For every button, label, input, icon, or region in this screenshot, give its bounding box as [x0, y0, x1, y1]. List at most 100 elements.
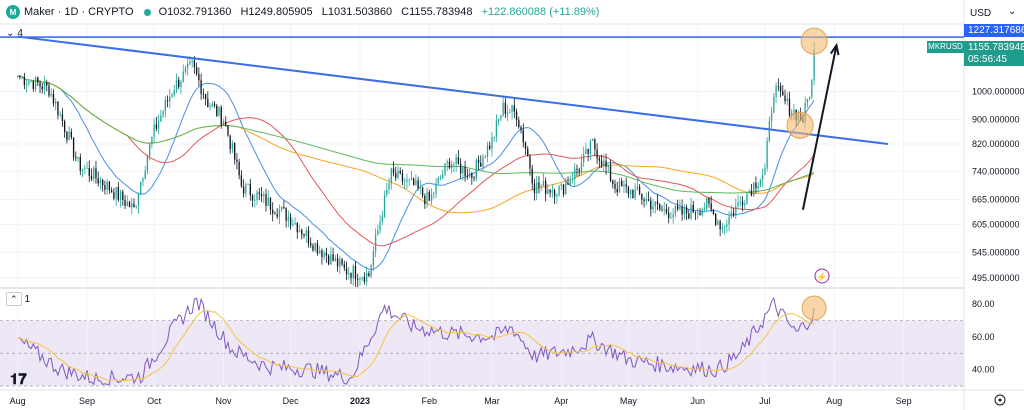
candle-body — [285, 208, 287, 221]
candle-body — [551, 190, 554, 193]
candle-body — [757, 185, 759, 189]
candle-body — [386, 189, 388, 195]
candle-body — [48, 85, 50, 96]
candle-body — [334, 258, 337, 261]
y-tick-label: 900.000000 — [972, 114, 1020, 124]
candle-body — [598, 158, 601, 161]
candle-body — [173, 90, 175, 95]
candle-body — [466, 175, 469, 177]
candle-body — [278, 209, 281, 217]
candle-body — [788, 98, 791, 116]
candle-body — [497, 118, 500, 121]
candle-body — [491, 137, 493, 149]
candle-body — [365, 273, 368, 282]
low-value: L1031.503860 — [321, 6, 393, 18]
candle-body — [755, 182, 757, 189]
candle-body — [303, 234, 305, 236]
high-value: H1249.805905 — [240, 6, 313, 18]
candle-body — [732, 212, 735, 216]
rsi-y-tick-label: 80.00 — [972, 299, 995, 309]
candle-body — [292, 224, 294, 226]
candle-body — [305, 230, 307, 236]
candle-body — [645, 199, 647, 202]
candle-body — [144, 170, 146, 179]
candle-body — [717, 221, 719, 225]
candle-body — [198, 73, 200, 81]
candle-body — [256, 192, 258, 200]
candle-body — [589, 140, 592, 154]
x-tick-label: Sep — [896, 396, 912, 406]
candle-body — [274, 213, 276, 215]
candle-body — [609, 165, 612, 181]
candle-body — [267, 197, 269, 206]
candle-body — [72, 137, 75, 158]
candle-body — [104, 185, 106, 190]
candle-body — [786, 98, 788, 102]
candle-body — [343, 264, 345, 268]
candle-body — [164, 100, 166, 112]
currency-selector[interactable]: USD — [970, 8, 992, 19]
candle-body — [184, 67, 187, 72]
rsi-count: 1 — [24, 293, 31, 305]
collapse-icon[interactable]: ⌃ — [6, 292, 22, 306]
candle-body — [392, 168, 395, 174]
tradingview-logo-icon[interactable]: 𝟏𝟕 — [10, 371, 27, 388]
candle-body — [191, 60, 193, 62]
candle-body — [453, 164, 455, 165]
candle-body — [699, 212, 701, 216]
candle-body — [477, 159, 480, 163]
candle-body — [482, 157, 484, 167]
maker-logo-icon: M — [6, 5, 20, 19]
candle-body — [57, 101, 59, 116]
candle-body — [439, 178, 442, 179]
candle-body — [135, 205, 137, 208]
candle-body — [99, 180, 102, 184]
candle-body — [808, 97, 811, 99]
candle-body — [605, 160, 607, 168]
currency-chevron-icon[interactable]: ⌄ — [1008, 6, 1017, 17]
candle-body — [108, 181, 111, 191]
candle-body — [486, 145, 489, 157]
candle-body — [374, 234, 377, 252]
candle-body — [272, 209, 274, 214]
candle-body — [616, 188, 618, 193]
symbol-title[interactable]: Maker · 1D · CRYPTO — [24, 6, 134, 18]
candle-body — [115, 186, 117, 199]
candle-body — [654, 201, 656, 207]
candle-body — [211, 104, 213, 107]
candle-body — [350, 273, 352, 279]
candle-body — [155, 124, 158, 129]
candle-body — [113, 192, 115, 199]
drawings-toggle[interactable]: ⌄ 4 — [6, 28, 23, 39]
candle-body — [41, 86, 43, 90]
candle-body — [674, 206, 677, 215]
candle-body — [142, 178, 144, 182]
candle-body — [719, 221, 721, 230]
open-value: O1032.791360 — [158, 6, 232, 18]
candle-body — [336, 258, 339, 267]
rsi-legend[interactable]: ⌃ 1 — [6, 292, 30, 306]
candle-body — [39, 82, 41, 87]
candle-body — [169, 96, 171, 102]
candle-body — [124, 200, 126, 206]
rsi-highlight-circle — [801, 295, 827, 321]
candle-body — [489, 145, 491, 149]
candle-body — [363, 276, 366, 282]
candle-body — [157, 121, 160, 129]
candle-body — [632, 189, 634, 199]
candle-body — [310, 243, 312, 246]
candle-body — [538, 182, 540, 188]
candle-body — [629, 189, 632, 195]
y-tick-label: 820.000000 — [972, 139, 1020, 149]
x-tick-label: Nov — [215, 396, 232, 406]
candle-body — [32, 81, 34, 90]
candle-body — [518, 120, 520, 127]
candle-body — [670, 217, 672, 219]
candle-body — [202, 93, 205, 95]
candle-body — [61, 114, 64, 122]
candle-body — [233, 142, 236, 160]
rsi-y-tick-label: 40.00 — [972, 365, 995, 375]
candle-body — [238, 161, 240, 176]
candle-body — [641, 193, 643, 200]
